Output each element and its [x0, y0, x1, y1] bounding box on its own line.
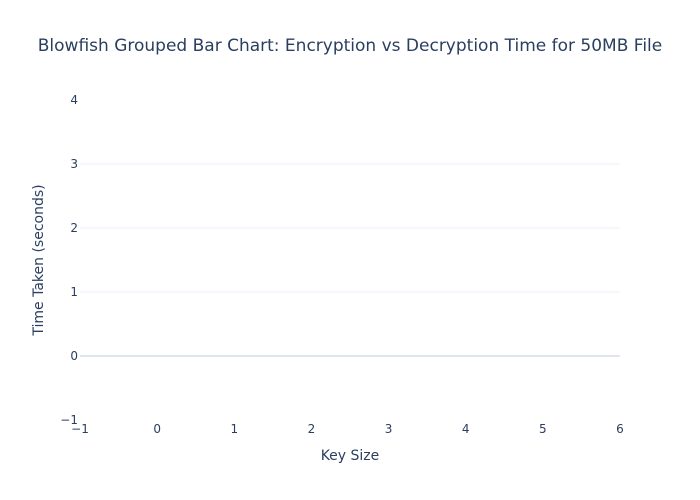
x-axis-ticks: −1 0 1 2 3 4 5 6 [71, 422, 624, 436]
y-tick-label: −1 [60, 413, 78, 427]
y-axis-title: Time Taken (seconds) [31, 184, 47, 336]
x-axis-title: Key Size [321, 448, 380, 464]
x-tick-label: 5 [539, 422, 547, 436]
chart-title: Blowfish Grouped Bar Chart: Encryption v… [38, 36, 662, 56]
x-tick-label: 2 [308, 422, 316, 436]
x-tick-label: 1 [230, 422, 238, 436]
y-tick-label: 2 [70, 221, 78, 235]
y-tick-label: 4 [70, 93, 78, 107]
y-tick-label: 0 [70, 349, 78, 363]
y-axis-ticks: −1 0 1 2 3 4 [60, 93, 78, 427]
x-tick-label: 0 [153, 422, 161, 436]
gridlines [80, 163, 620, 357]
x-tick-label: 4 [462, 422, 470, 436]
x-tick-label: −1 [71, 422, 89, 436]
y-tick-label: 1 [70, 285, 78, 299]
x-tick-label: 6 [616, 422, 624, 436]
y-tick-label: 3 [70, 157, 78, 171]
x-tick-label: 3 [385, 422, 393, 436]
